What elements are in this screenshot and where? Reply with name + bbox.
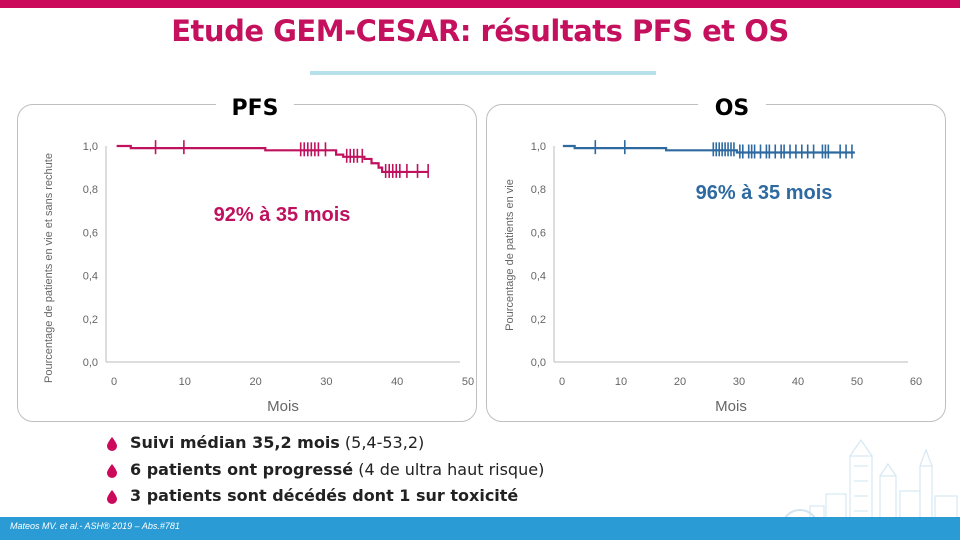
citation: Mateos MV. et al.- ASH® 2019 – Abs.#781: [10, 521, 180, 531]
key-point-item: 6 patients ont progressé (4 de ultra hau…: [104, 457, 544, 484]
x-tick-label: 50: [462, 376, 474, 388]
x-tick-label: 0: [111, 376, 117, 388]
x-axis-label: Mois: [267, 398, 299, 415]
x-tick-label: 40: [391, 376, 403, 388]
key-point-bold: 6 patients ont progressé: [130, 459, 354, 479]
y-tick-label: 0,4: [83, 271, 98, 283]
os-panel-title: OS: [698, 92, 766, 126]
y-tick-label: 1,0: [83, 141, 98, 153]
survival-curve: [116, 144, 429, 174]
drop-icon: [107, 437, 117, 451]
x-tick-label: 20: [249, 376, 261, 388]
x-tick-label: 30: [320, 376, 332, 388]
title-underline: [310, 71, 656, 75]
y-axis-label: Pourcentage de patients en vie et sans r…: [43, 153, 55, 383]
y-tick-label: 0,0: [83, 357, 98, 369]
x-tick-label: 10: [179, 376, 191, 388]
pfs-annotation: 92% à 35 mois: [214, 204, 351, 226]
y-tick-label: 0,8: [83, 184, 98, 196]
key-point-detail: (5,4-53,2): [339, 433, 425, 452]
key-point-item: 3 patients sont décédés dont 1 sur toxic…: [104, 483, 544, 510]
y-tick-label: 0,2: [83, 314, 98, 326]
top-accent-bar: [0, 0, 960, 8]
footer-bar: Mateos MV. et al.- ASH® 2019 – Abs.#781: [0, 517, 960, 540]
pfs-panel-title: PFS: [216, 92, 294, 126]
key-points-list: Suivi médian 35,2 mois (5,4-53,2) 6 pati…: [104, 430, 544, 510]
drop-icon: [107, 463, 117, 478]
key-point-bold: 3 patients sont décédés dont 1 sur toxic…: [130, 486, 519, 505]
key-point-bold: Suivi médian 35,2 mois: [130, 433, 340, 452]
slide-title: Etude GEM-CESAR: résultats PFS et OS: [171, 14, 789, 48]
key-point-detail: (4 de ultra haut risque): [353, 459, 545, 479]
key-point-item: Suivi médian 35,2 mois (5,4-53,2): [104, 430, 544, 457]
drop-icon: [107, 490, 117, 504]
y-tick-label: 0,6: [83, 227, 98, 239]
